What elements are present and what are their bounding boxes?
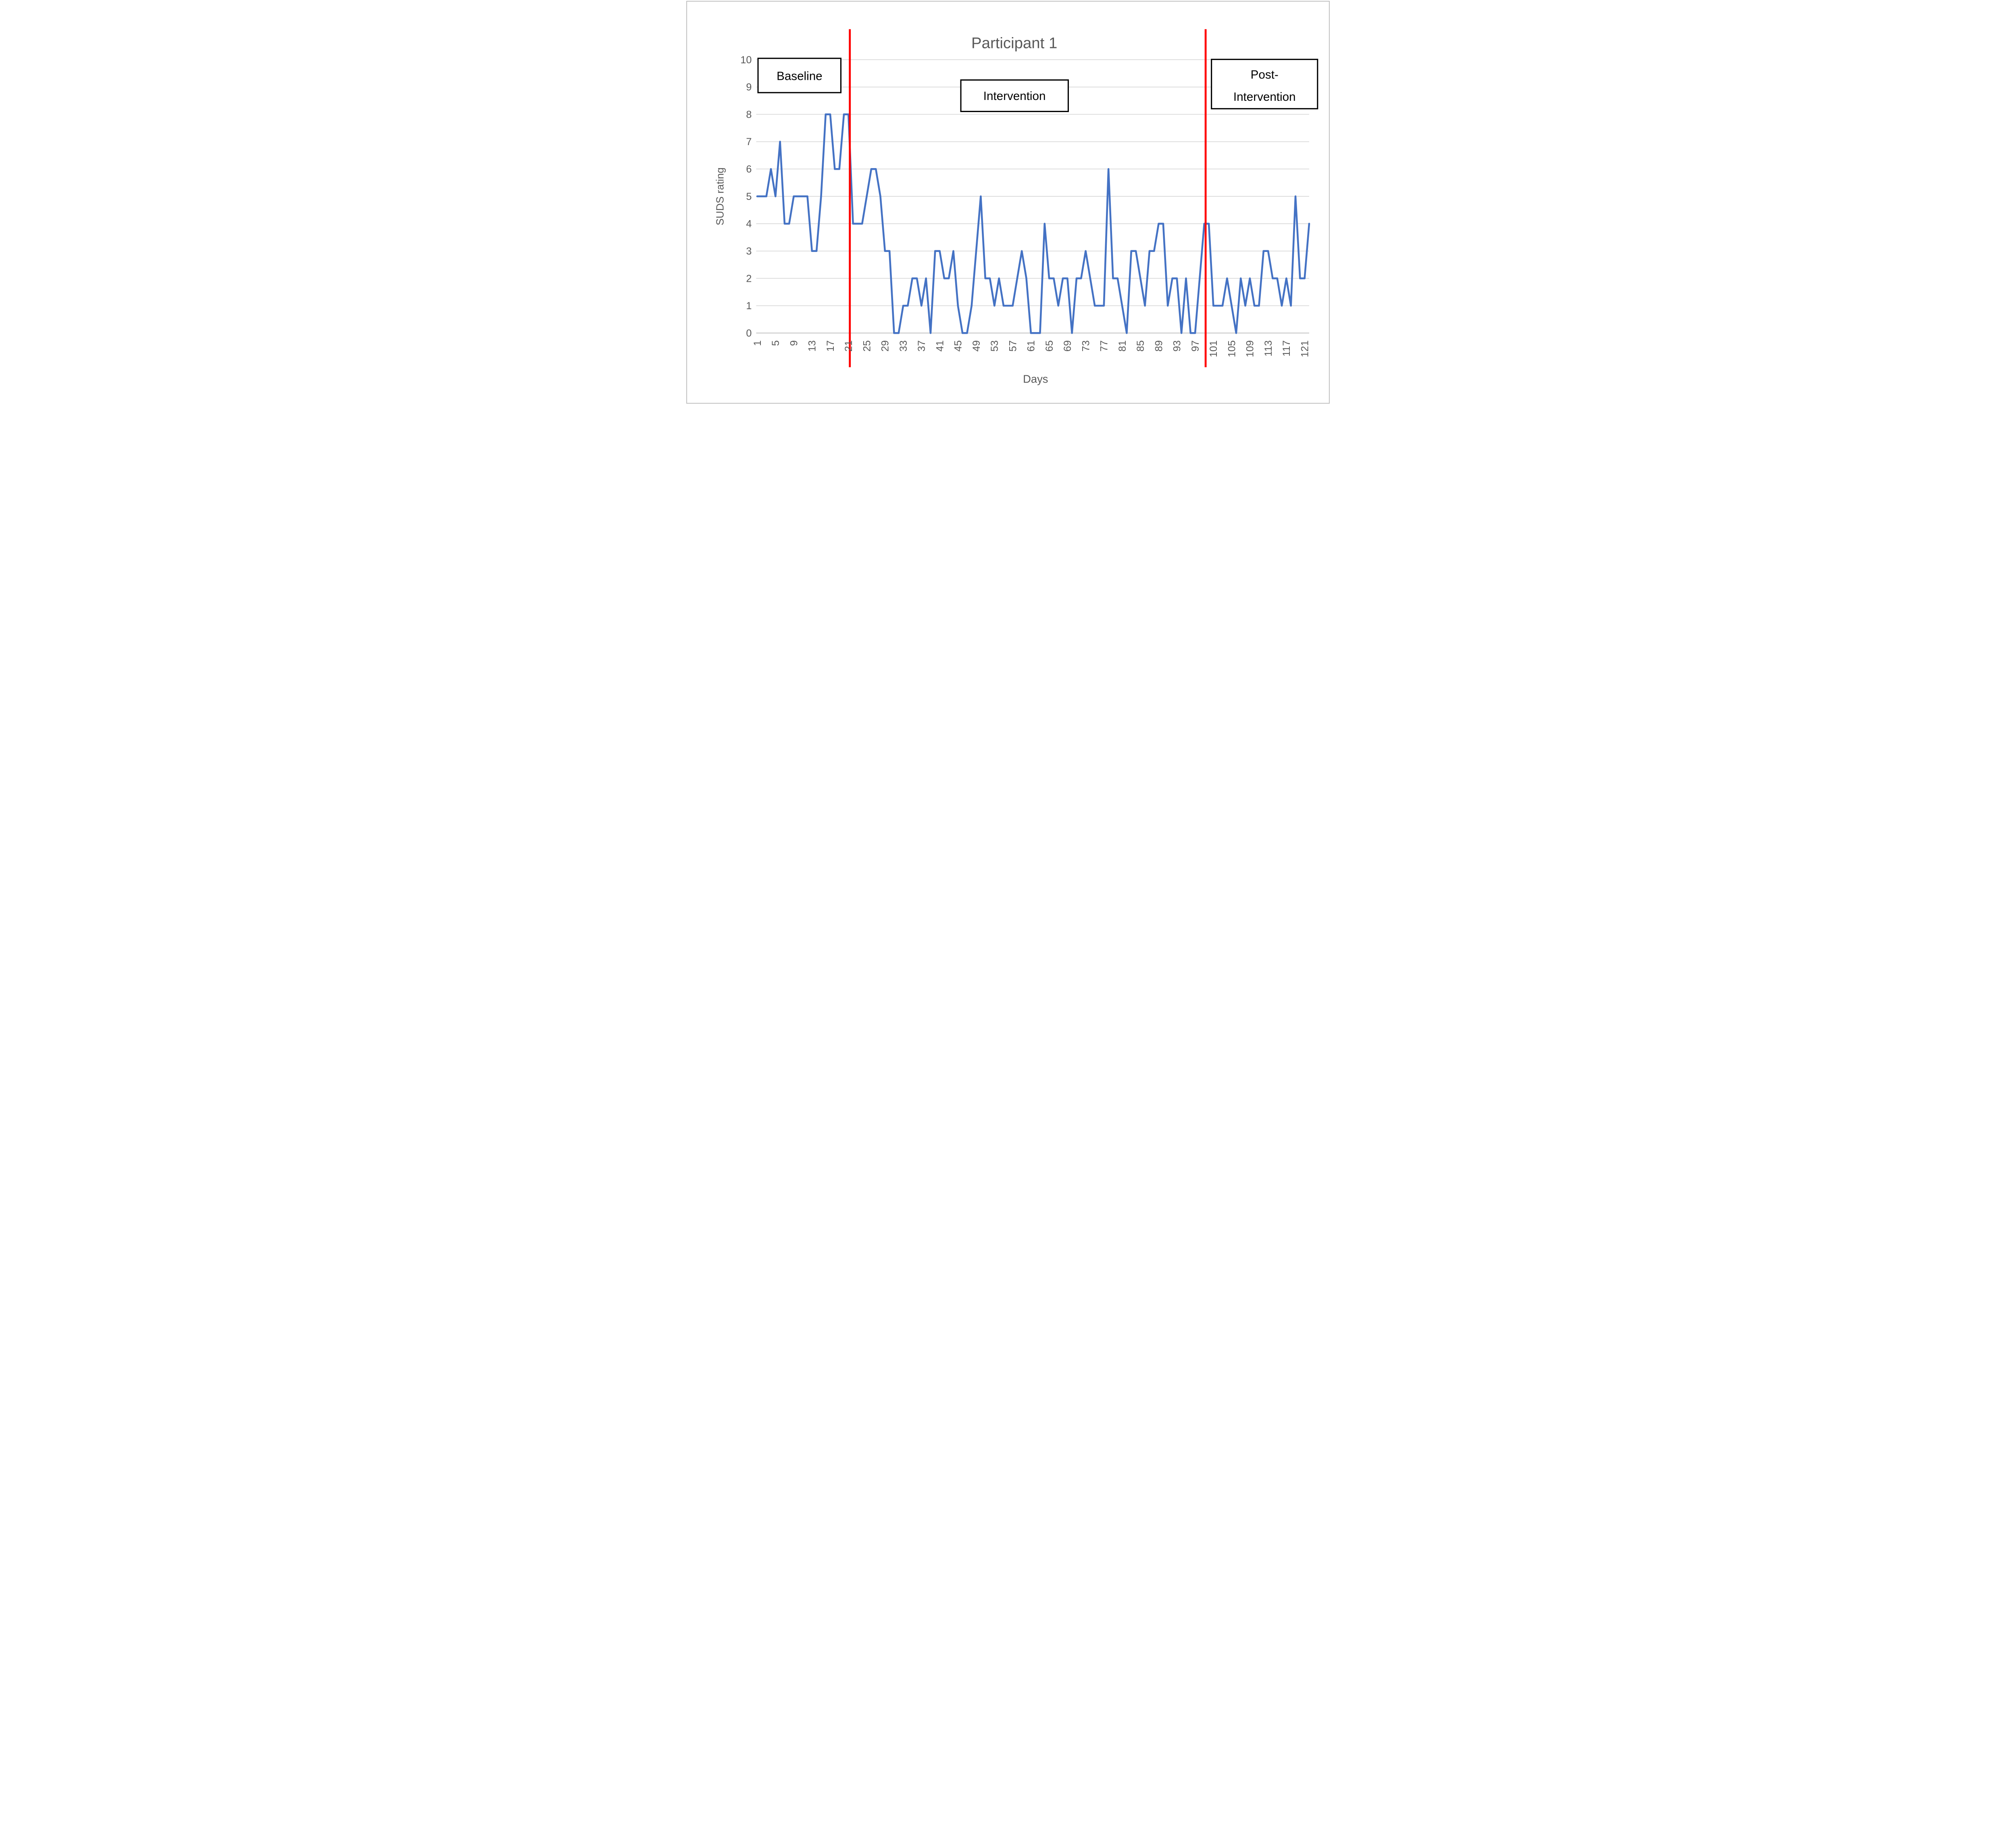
- intervention-label-box: Intervention: [960, 79, 1069, 112]
- y-tick-label-7: 7: [746, 136, 752, 148]
- x-tick-label-5: 5: [770, 340, 781, 346]
- x-tick-label-73: 73: [1080, 340, 1091, 352]
- x-tick-label-77: 77: [1099, 340, 1110, 352]
- post-intervention-box-label-line2: Intervention: [1233, 90, 1296, 104]
- x-tick-label-45: 45: [953, 340, 964, 352]
- y-tick-label-2: 2: [746, 273, 752, 284]
- x-tick-label-37: 37: [916, 340, 927, 352]
- y-tick-label-5: 5: [746, 191, 752, 202]
- x-tick-label-117: 117: [1281, 340, 1292, 356]
- y-tick-label-10: 10: [740, 54, 752, 66]
- x-tick-label-109: 109: [1245, 340, 1256, 357]
- x-tick-label-105: 105: [1226, 340, 1237, 357]
- post-intervention-label-box: Post- Intervention: [1211, 58, 1318, 110]
- x-tick-label-61: 61: [1026, 340, 1037, 352]
- x-tick-label-33: 33: [898, 340, 909, 352]
- post-intervention-box-label-line1: Post-: [1251, 68, 1279, 81]
- x-tick-label-93: 93: [1172, 340, 1183, 352]
- chart-page: 0 1 2 3 4 5 6 7 8 9 10 1 5 9 13 17 21 25 29 33 37 41 45 49 53 57 6…: [685, 0, 1331, 405]
- y-tick-label-4: 4: [746, 218, 752, 230]
- baseline-box-label: Baseline: [777, 69, 823, 83]
- x-tick-label-69: 69: [1062, 340, 1073, 352]
- x-tick-label-9: 9: [788, 340, 800, 346]
- y-tick-label-0: 0: [746, 328, 752, 339]
- phase-lines-layer: [849, 29, 1207, 368]
- x-tick-label-121: 121: [1299, 340, 1310, 357]
- x-tick-label-101: 101: [1208, 340, 1219, 357]
- x-tick-label-97: 97: [1190, 340, 1201, 352]
- y-tick-label-1: 1: [746, 300, 752, 312]
- x-tick-label-85: 85: [1135, 340, 1146, 352]
- x-tick-label-65: 65: [1044, 340, 1055, 352]
- chart-title: Participant 1: [971, 34, 1057, 52]
- x-tick-label-49: 49: [971, 340, 982, 352]
- x-tick-label-13: 13: [807, 340, 818, 352]
- x-axis-title: Days: [1023, 372, 1048, 385]
- y-axis-title: SUDS rating: [714, 167, 726, 225]
- post-intervention-box-border: [1211, 58, 1318, 110]
- y-tick-label-9: 9: [746, 82, 752, 93]
- x-tick-label-1: 1: [752, 340, 763, 346]
- x-tick-label-81: 81: [1117, 340, 1128, 352]
- y-tick-label-6: 6: [746, 164, 752, 175]
- x-tick-label-53: 53: [989, 340, 1000, 352]
- intervention-box-label: Intervention: [983, 89, 1046, 103]
- x-tick-label-113: 113: [1263, 340, 1274, 356]
- intervention-box-border: [960, 79, 1069, 112]
- x-tick-label-57: 57: [1007, 340, 1018, 352]
- outer-frame: [686, 1, 1330, 404]
- x-tick-label-25: 25: [861, 340, 873, 352]
- x-tick-label-89: 89: [1153, 340, 1164, 352]
- baseline-label-box: Baseline: [757, 58, 842, 94]
- y-tick-label-8: 8: [746, 109, 752, 120]
- baseline-box-border: [757, 58, 842, 94]
- x-tick-label-21: 21: [843, 340, 854, 352]
- x-tick-label-17: 17: [825, 340, 836, 352]
- y-tick-label-3: 3: [746, 246, 752, 257]
- x-tick-label-29: 29: [880, 340, 891, 352]
- x-tick-label-41: 41: [934, 340, 946, 352]
